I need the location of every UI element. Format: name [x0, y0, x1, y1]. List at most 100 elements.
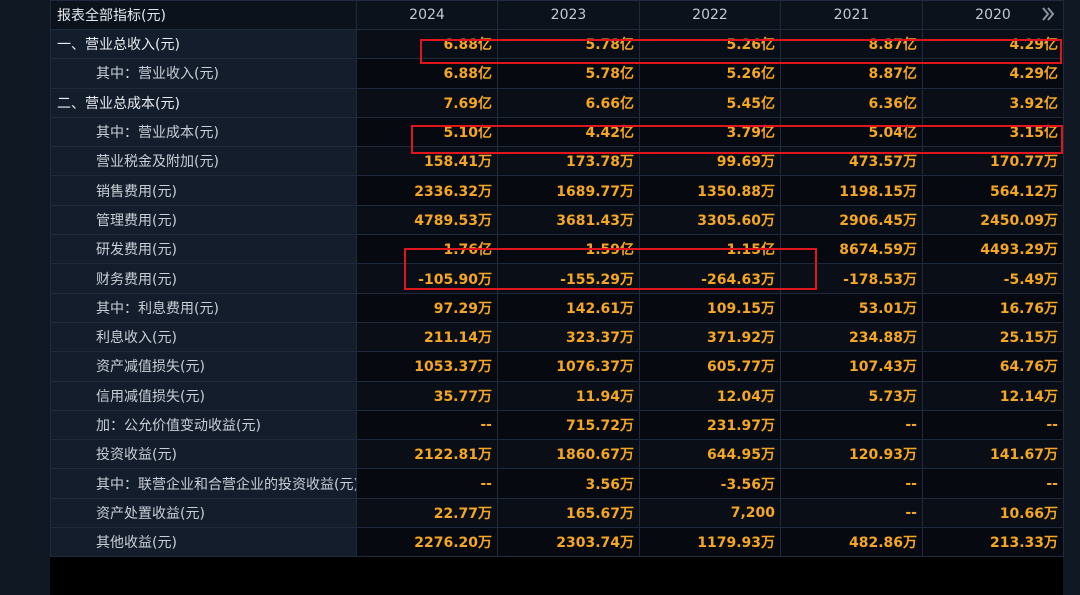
- value-cell-2021: 8.87亿: [780, 58, 923, 89]
- double-chevron-right-icon[interactable]: [1041, 5, 1055, 23]
- value-cell-2023: 142.61万: [497, 292, 640, 323]
- table-row[interactable]: 财务费用(元) -105.90万 -155.29万 -264.63万 -178.53万 -…: [50, 263, 1064, 294]
- value-cell-2023: 323.37万: [497, 321, 640, 353]
- value-cell-2024: 1.76亿: [356, 234, 498, 265]
- value-cell-2024: 1053.37万: [356, 351, 498, 382]
- table-row[interactable]: 一、营业总收入(元) 6.88亿 5.78亿 5.26亿 8.87亿 4.29亿: [50, 28, 1064, 60]
- indicator-column-header: 报表全部指标(元): [50, 0, 357, 30]
- row-label: 加：公允价值变动收益(元): [50, 409, 357, 441]
- value-cell-2020: 64.76万: [922, 351, 1064, 382]
- value-cell-2021: 234.88万: [780, 321, 923, 353]
- value-cell-2022: 1.15亿: [639, 234, 781, 265]
- value-cell-2020: 2450.09万: [922, 204, 1064, 236]
- value-cell-2024: --: [356, 409, 498, 441]
- value-cell-2020: 10.66万: [922, 497, 1064, 529]
- value-cell-2020: 141.67万: [922, 439, 1064, 470]
- value-cell-2020: 213.33万: [922, 527, 1064, 558]
- table-row[interactable]: 其中：营业成本(元) 5.10亿 4.42亿 3.79亿 5.04亿 3.15亿: [50, 116, 1064, 148]
- value-cell-2023: -155.29万: [497, 263, 640, 294]
- value-cell-2024: 35.77万: [356, 380, 498, 411]
- row-label: 信用减值损失(元): [50, 380, 357, 411]
- table-row[interactable]: 营业税金及附加(元) 158.41万 173.78万 99.69万 473.57万 170…: [50, 146, 1064, 177]
- value-cell-2020: 564.12万: [922, 175, 1064, 206]
- value-cell-2023: 4.42亿: [497, 116, 640, 148]
- value-cell-2020: 12.14万: [922, 380, 1064, 411]
- row-label: 其中：联营企业和合营企业的投资收益(元): [50, 468, 357, 499]
- table-row[interactable]: 利息收入(元) 211.14万 323.37万 371.92万 234.88万 25.15…: [50, 321, 1064, 353]
- value-cell-2022: -264.63万: [639, 263, 781, 294]
- year-column-2023[interactable]: 2023: [497, 0, 640, 30]
- value-cell-2024: 5.10亿: [356, 116, 498, 148]
- value-cell-2021: 8.87亿: [780, 28, 923, 60]
- value-cell-2024: 7.69亿: [356, 87, 498, 118]
- table-row[interactable]: 加：公允价值变动收益(元) -- 715.72万 231.97万 -- --: [50, 409, 1064, 441]
- table-row[interactable]: 二、营业总成本(元) 7.69亿 6.66亿 5.45亿 6.36亿 3.92亿: [50, 87, 1064, 118]
- row-label: 利息收入(元): [50, 321, 357, 353]
- table-row[interactable]: 其他收益(元) 2276.20万 2303.74万 1179.93万 482.86万 21…: [50, 527, 1064, 558]
- value-cell-2020: 4.29亿: [922, 58, 1064, 89]
- table-row[interactable]: 研发费用(元) 1.76亿 1.59亿 1.15亿 8674.59万 4493.29万: [50, 234, 1064, 265]
- value-cell-2023: 5.78亿: [497, 58, 640, 89]
- value-cell-2020: 170.77万: [922, 146, 1064, 177]
- value-cell-2021: 6.36亿: [780, 87, 923, 118]
- value-cell-2023: 5.78亿: [497, 28, 640, 60]
- table-row[interactable]: 管理费用(元) 4789.53万 3681.43万 3305.60万 2906.45万 2…: [50, 204, 1064, 236]
- value-cell-2020: 16.76万: [922, 292, 1064, 323]
- year-column-2024[interactable]: 2024: [356, 0, 498, 30]
- year-column-2022[interactable]: 2022: [639, 0, 781, 30]
- value-cell-2024: 211.14万: [356, 321, 498, 353]
- value-cell-2022: 1179.93万: [639, 527, 781, 558]
- value-cell-2020: --: [922, 409, 1064, 441]
- value-cell-2022: 1350.88万: [639, 175, 781, 206]
- right-panel-edge: [1063, 0, 1080, 595]
- value-cell-2024: 2336.32万: [356, 175, 498, 206]
- table-row[interactable]: 投资收益(元) 2122.81万 1860.67万 644.95万 120.93万 141…: [50, 439, 1064, 470]
- value-cell-2024: 22.77万: [356, 497, 498, 529]
- table-row[interactable]: 其中：联营企业和合营企业的投资收益(元) -- 3.56万 -3.56万 -- --: [50, 468, 1064, 499]
- row-label: 其中：利息费用(元): [50, 292, 357, 323]
- row-label: 研发费用(元): [50, 234, 357, 265]
- value-cell-2021: 482.86万: [780, 527, 923, 558]
- year-2020-label: 2020: [975, 7, 1011, 23]
- table-row[interactable]: 资产减值损失(元) 1053.37万 1076.37万 605.77万 107.43万 6…: [50, 351, 1064, 382]
- value-cell-2023: 1860.67万: [497, 439, 640, 470]
- value-cell-2021: --: [780, 497, 923, 529]
- value-cell-2021: 8674.59万: [780, 234, 923, 265]
- value-cell-2021: --: [780, 409, 923, 441]
- row-label: 二、营业总成本(元): [50, 87, 357, 118]
- value-cell-2020: 4493.29万: [922, 234, 1064, 265]
- left-panel-edge: [0, 0, 50, 595]
- value-cell-2023: 165.67万: [497, 497, 640, 529]
- header-row: 报表全部指标(元) 2024 2023 2022 2021 2020: [50, 0, 1064, 30]
- value-cell-2023: 6.66亿: [497, 87, 640, 118]
- value-cell-2024: 2276.20万: [356, 527, 498, 558]
- table-row[interactable]: 信用减值损失(元) 35.77万 11.94万 12.04万 5.73万 12.14万: [50, 380, 1064, 411]
- table-row[interactable]: 其中：利息费用(元) 97.29万 142.61万 109.15万 53.01万 16.7…: [50, 292, 1064, 323]
- value-cell-2022: 99.69万: [639, 146, 781, 177]
- value-cell-2023: 1.59亿: [497, 234, 640, 265]
- value-cell-2023: 11.94万: [497, 380, 640, 411]
- value-cell-2022: 7,200: [639, 497, 781, 529]
- table-row[interactable]: 其中：营业收入(元) 6.88亿 5.78亿 5.26亿 8.87亿 4.29亿: [50, 58, 1064, 89]
- year-column-2020[interactable]: 2020: [922, 0, 1064, 30]
- value-cell-2023: 2303.74万: [497, 527, 640, 558]
- value-cell-2021: 5.73万: [780, 380, 923, 411]
- value-cell-2023: 173.78万: [497, 146, 640, 177]
- value-cell-2023: 3.56万: [497, 468, 640, 499]
- value-cell-2021: 473.57万: [780, 146, 923, 177]
- year-column-2021[interactable]: 2021: [780, 0, 923, 30]
- row-label: 投资收益(元): [50, 439, 357, 470]
- row-label: 其中：营业成本(元): [50, 116, 357, 148]
- value-cell-2024: 97.29万: [356, 292, 498, 323]
- row-label: 管理费用(元): [50, 204, 357, 236]
- value-cell-2024: 6.88亿: [356, 58, 498, 89]
- table-row[interactable]: 销售费用(元) 2336.32万 1689.77万 1350.88万 1198.15万 5…: [50, 175, 1064, 206]
- value-cell-2021: 120.93万: [780, 439, 923, 470]
- value-cell-2023: 3681.43万: [497, 204, 640, 236]
- value-cell-2022: 3305.60万: [639, 204, 781, 236]
- table-row[interactable]: 资产处置收益(元) 22.77万 165.67万 7,200 -- 10.66万: [50, 497, 1064, 529]
- value-cell-2022: 109.15万: [639, 292, 781, 323]
- row-label: 销售费用(元): [50, 175, 357, 206]
- value-cell-2023: 715.72万: [497, 409, 640, 441]
- value-cell-2020: 4.29亿: [922, 28, 1064, 60]
